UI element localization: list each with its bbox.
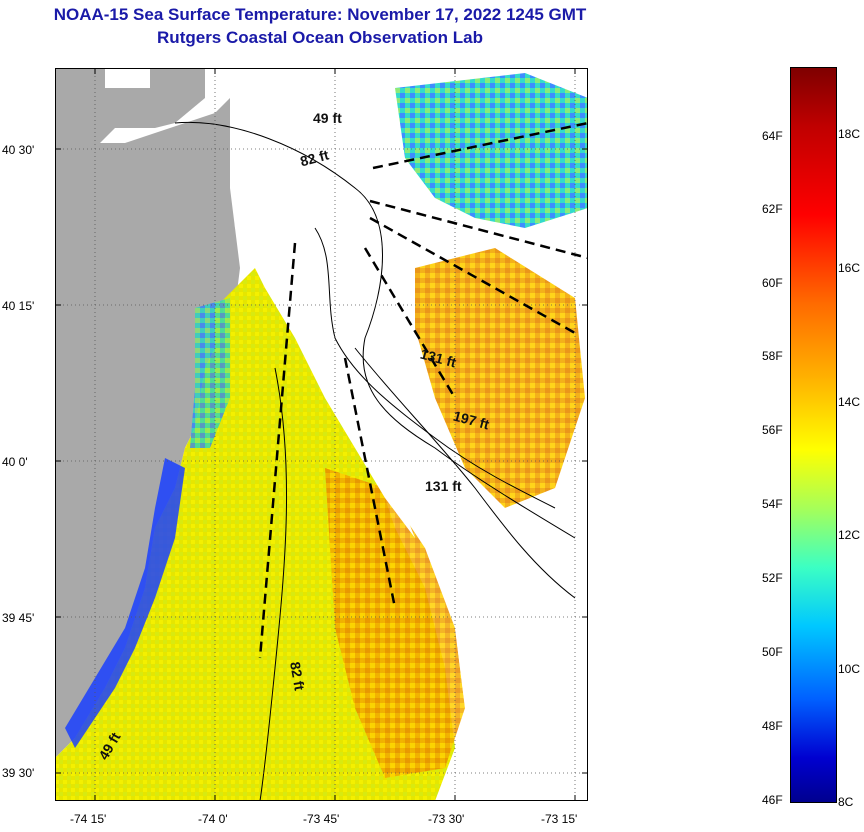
- contour-line: [314, 227, 556, 509]
- frame-ticks: [55, 68, 588, 801]
- colorbar-label-52f: 52F: [762, 571, 783, 585]
- sst-blue-coastal: [65, 458, 185, 748]
- cloud-gap: [230, 68, 415, 538]
- map-border: [55, 68, 588, 801]
- colorbar-label-54f: 54F: [762, 497, 783, 511]
- sst-cyan-north: [395, 73, 588, 228]
- sst-orange-field-south: [325, 468, 465, 778]
- colorbar-label-16c: 16C: [838, 261, 861, 275]
- colorbar-label-18c: 18C: [838, 127, 861, 141]
- map-title: NOAA-15 Sea Surface Temperature: Novembe…: [53, 5, 587, 24]
- contour-label-49ft-north: 49 ft: [313, 110, 342, 126]
- colorbar-label-10c: 10C: [838, 662, 861, 676]
- colorbar-label-64f: 64F: [762, 129, 783, 143]
- lat-label-39-30: 39 30': [2, 766, 35, 780]
- colorbar-label-12c: 12C: [838, 528, 861, 542]
- lat-label-40-30: 40 30': [2, 143, 35, 157]
- colorbar-label-48f: 48F: [762, 719, 783, 733]
- colorbar-label-46f: 46F: [762, 793, 783, 807]
- lon-label-74-0: -74 0': [198, 812, 228, 826]
- contour-line: [259, 367, 288, 801]
- cloud-gap-east: [455, 498, 588, 801]
- graticule: [55, 68, 588, 801]
- lon-label-73-30: -73 30': [428, 812, 465, 826]
- lon-label-73-15: -73 15': [541, 812, 578, 826]
- colorbar-label-14c: 14C: [838, 395, 861, 409]
- contour-line: [174, 121, 576, 539]
- contour-label-131ft-south: 131 ft: [425, 478, 462, 494]
- colorbar-label-60f: 60F: [762, 276, 783, 290]
- map-subtitle: Rutgers Coastal Ocean Observation Lab: [157, 28, 483, 47]
- lat-label-40-15: 40 15': [2, 299, 35, 313]
- transect-lines: [258, 121, 588, 659]
- lat-label-39-45: 39 45': [2, 611, 35, 625]
- colorbar-label-62f: 62F: [762, 202, 783, 216]
- contour-line: [354, 347, 576, 599]
- colorbar-label-8c: 8C: [838, 795, 854, 809]
- lat-label-40-0: 40 0': [2, 455, 28, 469]
- colorbar-label-50f: 50F: [762, 645, 783, 659]
- temperature-colorbar: [790, 67, 837, 803]
- sst-cyan-coast: [190, 298, 230, 448]
- land-mass: [55, 68, 240, 758]
- lon-label-73-45: -73 45': [303, 812, 340, 826]
- sst-orange-field: [415, 248, 585, 508]
- lon-label-74-15: -74 15': [70, 812, 107, 826]
- colorbar-label-58f: 58F: [762, 349, 783, 363]
- colorbar-label-56f: 56F: [762, 423, 783, 437]
- sst-map: 49 ft 82 ft 131 ft 197 ft 131 ft 82 ft 4…: [55, 68, 588, 801]
